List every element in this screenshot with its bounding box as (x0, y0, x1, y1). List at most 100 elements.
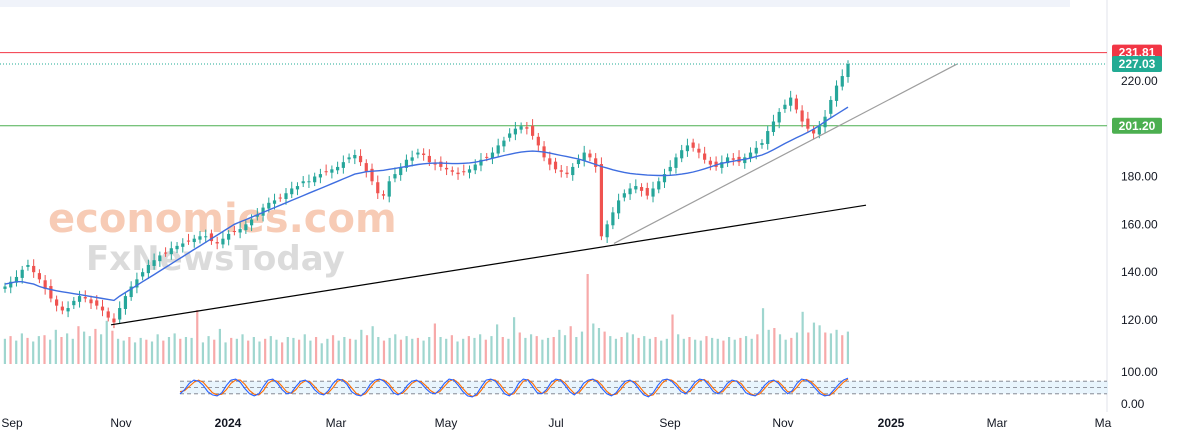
candle-body (588, 153, 592, 158)
volume-bar (286, 337, 289, 364)
candle-body (55, 299, 59, 306)
candle-body (318, 174, 323, 178)
volume-bar (360, 329, 363, 364)
candle-body (290, 188, 294, 195)
volume-bar (818, 325, 821, 364)
volume-bar (235, 338, 238, 364)
candle-body (536, 136, 540, 146)
volume-bars (3, 274, 849, 364)
candle-body (301, 181, 305, 184)
time-tick-label: 2025 (878, 416, 905, 430)
volume-bar (756, 334, 759, 364)
volume-bar (224, 342, 227, 364)
candle-body (605, 224, 609, 238)
volume-bar (105, 320, 108, 364)
candle-body (353, 154, 357, 159)
price-tag-label: 227.03 (1119, 57, 1156, 71)
candle-body (198, 236, 202, 240)
volume-bar (83, 331, 86, 364)
candle-body (594, 158, 598, 167)
volume-bar (767, 329, 770, 364)
volume-bar (439, 337, 442, 364)
candle-body (479, 159, 483, 166)
volume-bar (145, 339, 148, 364)
stoch-tick-label: 100.00 (1121, 365, 1158, 379)
volume-bar (829, 333, 833, 364)
candle-body (777, 111, 781, 123)
candle-body (26, 264, 30, 267)
candle-body (462, 171, 466, 173)
volume-bar (213, 339, 216, 364)
candle-body (834, 85, 839, 101)
candle-body (141, 272, 145, 277)
candle-body (634, 186, 638, 190)
candle-body (336, 166, 340, 171)
volume-bar (49, 339, 52, 364)
volume-bar (122, 340, 125, 364)
candles (3, 60, 850, 329)
volume-bar (411, 338, 414, 364)
candle-body (645, 187, 649, 196)
candle-body (347, 157, 351, 160)
candle-body (662, 174, 667, 183)
candle-body (720, 162, 724, 168)
candle-body (685, 145, 690, 152)
candle-body (846, 64, 850, 78)
candle-body (313, 176, 317, 183)
time-tick-label: Mar (987, 416, 1008, 430)
candle-body (559, 170, 563, 172)
volume-bar (184, 337, 188, 364)
candle-body (43, 280, 47, 289)
volume-bar (365, 335, 369, 364)
candle-body (295, 186, 300, 190)
volume-bar (94, 328, 97, 364)
candle-body (651, 188, 655, 197)
candle-body (496, 145, 500, 154)
candle-body (473, 164, 477, 171)
time-tick-label: Nov (772, 416, 793, 430)
volume-bar (43, 335, 46, 364)
volume-bar (586, 274, 589, 364)
price-tick-label: 140.00 (1121, 265, 1158, 279)
volume-bar (512, 317, 516, 364)
volume-bar (699, 340, 702, 364)
candle-body (731, 158, 735, 160)
volume-bar (558, 329, 561, 364)
candle-body (783, 104, 787, 110)
volume-bar (71, 338, 74, 364)
volume-bar (761, 308, 765, 364)
candle-body (163, 252, 168, 254)
time-tick-label: 2024 (215, 416, 242, 430)
volume-bar (654, 337, 657, 364)
candle-body (611, 212, 615, 226)
volume-bar (320, 343, 323, 364)
volume-bar (162, 340, 165, 364)
candle-body (123, 296, 128, 309)
candle-body (800, 110, 804, 122)
volume-bar (750, 338, 753, 364)
candle-body (66, 308, 70, 312)
volume-bar (139, 337, 142, 364)
volume-bar (416, 337, 420, 364)
volume-bar (405, 336, 408, 364)
volume-bar (846, 331, 849, 364)
volume-bar (580, 331, 584, 364)
candle-body (284, 193, 288, 199)
candle-body (639, 187, 644, 191)
volume-bar (422, 340, 425, 364)
candle-body (691, 142, 695, 148)
time-tick-label: Sep (1, 416, 23, 430)
volume-bar (258, 341, 261, 364)
candle-body (255, 214, 259, 217)
candle-body (60, 306, 64, 311)
volume-bar (592, 323, 595, 364)
volume-bar (603, 331, 606, 364)
volume-bar (773, 328, 776, 364)
volume-bar (173, 333, 176, 364)
candle-body (508, 133, 512, 138)
candle-body (244, 224, 248, 231)
candle-body (83, 297, 87, 299)
candle-body (490, 152, 495, 159)
volume-bar (473, 337, 476, 364)
